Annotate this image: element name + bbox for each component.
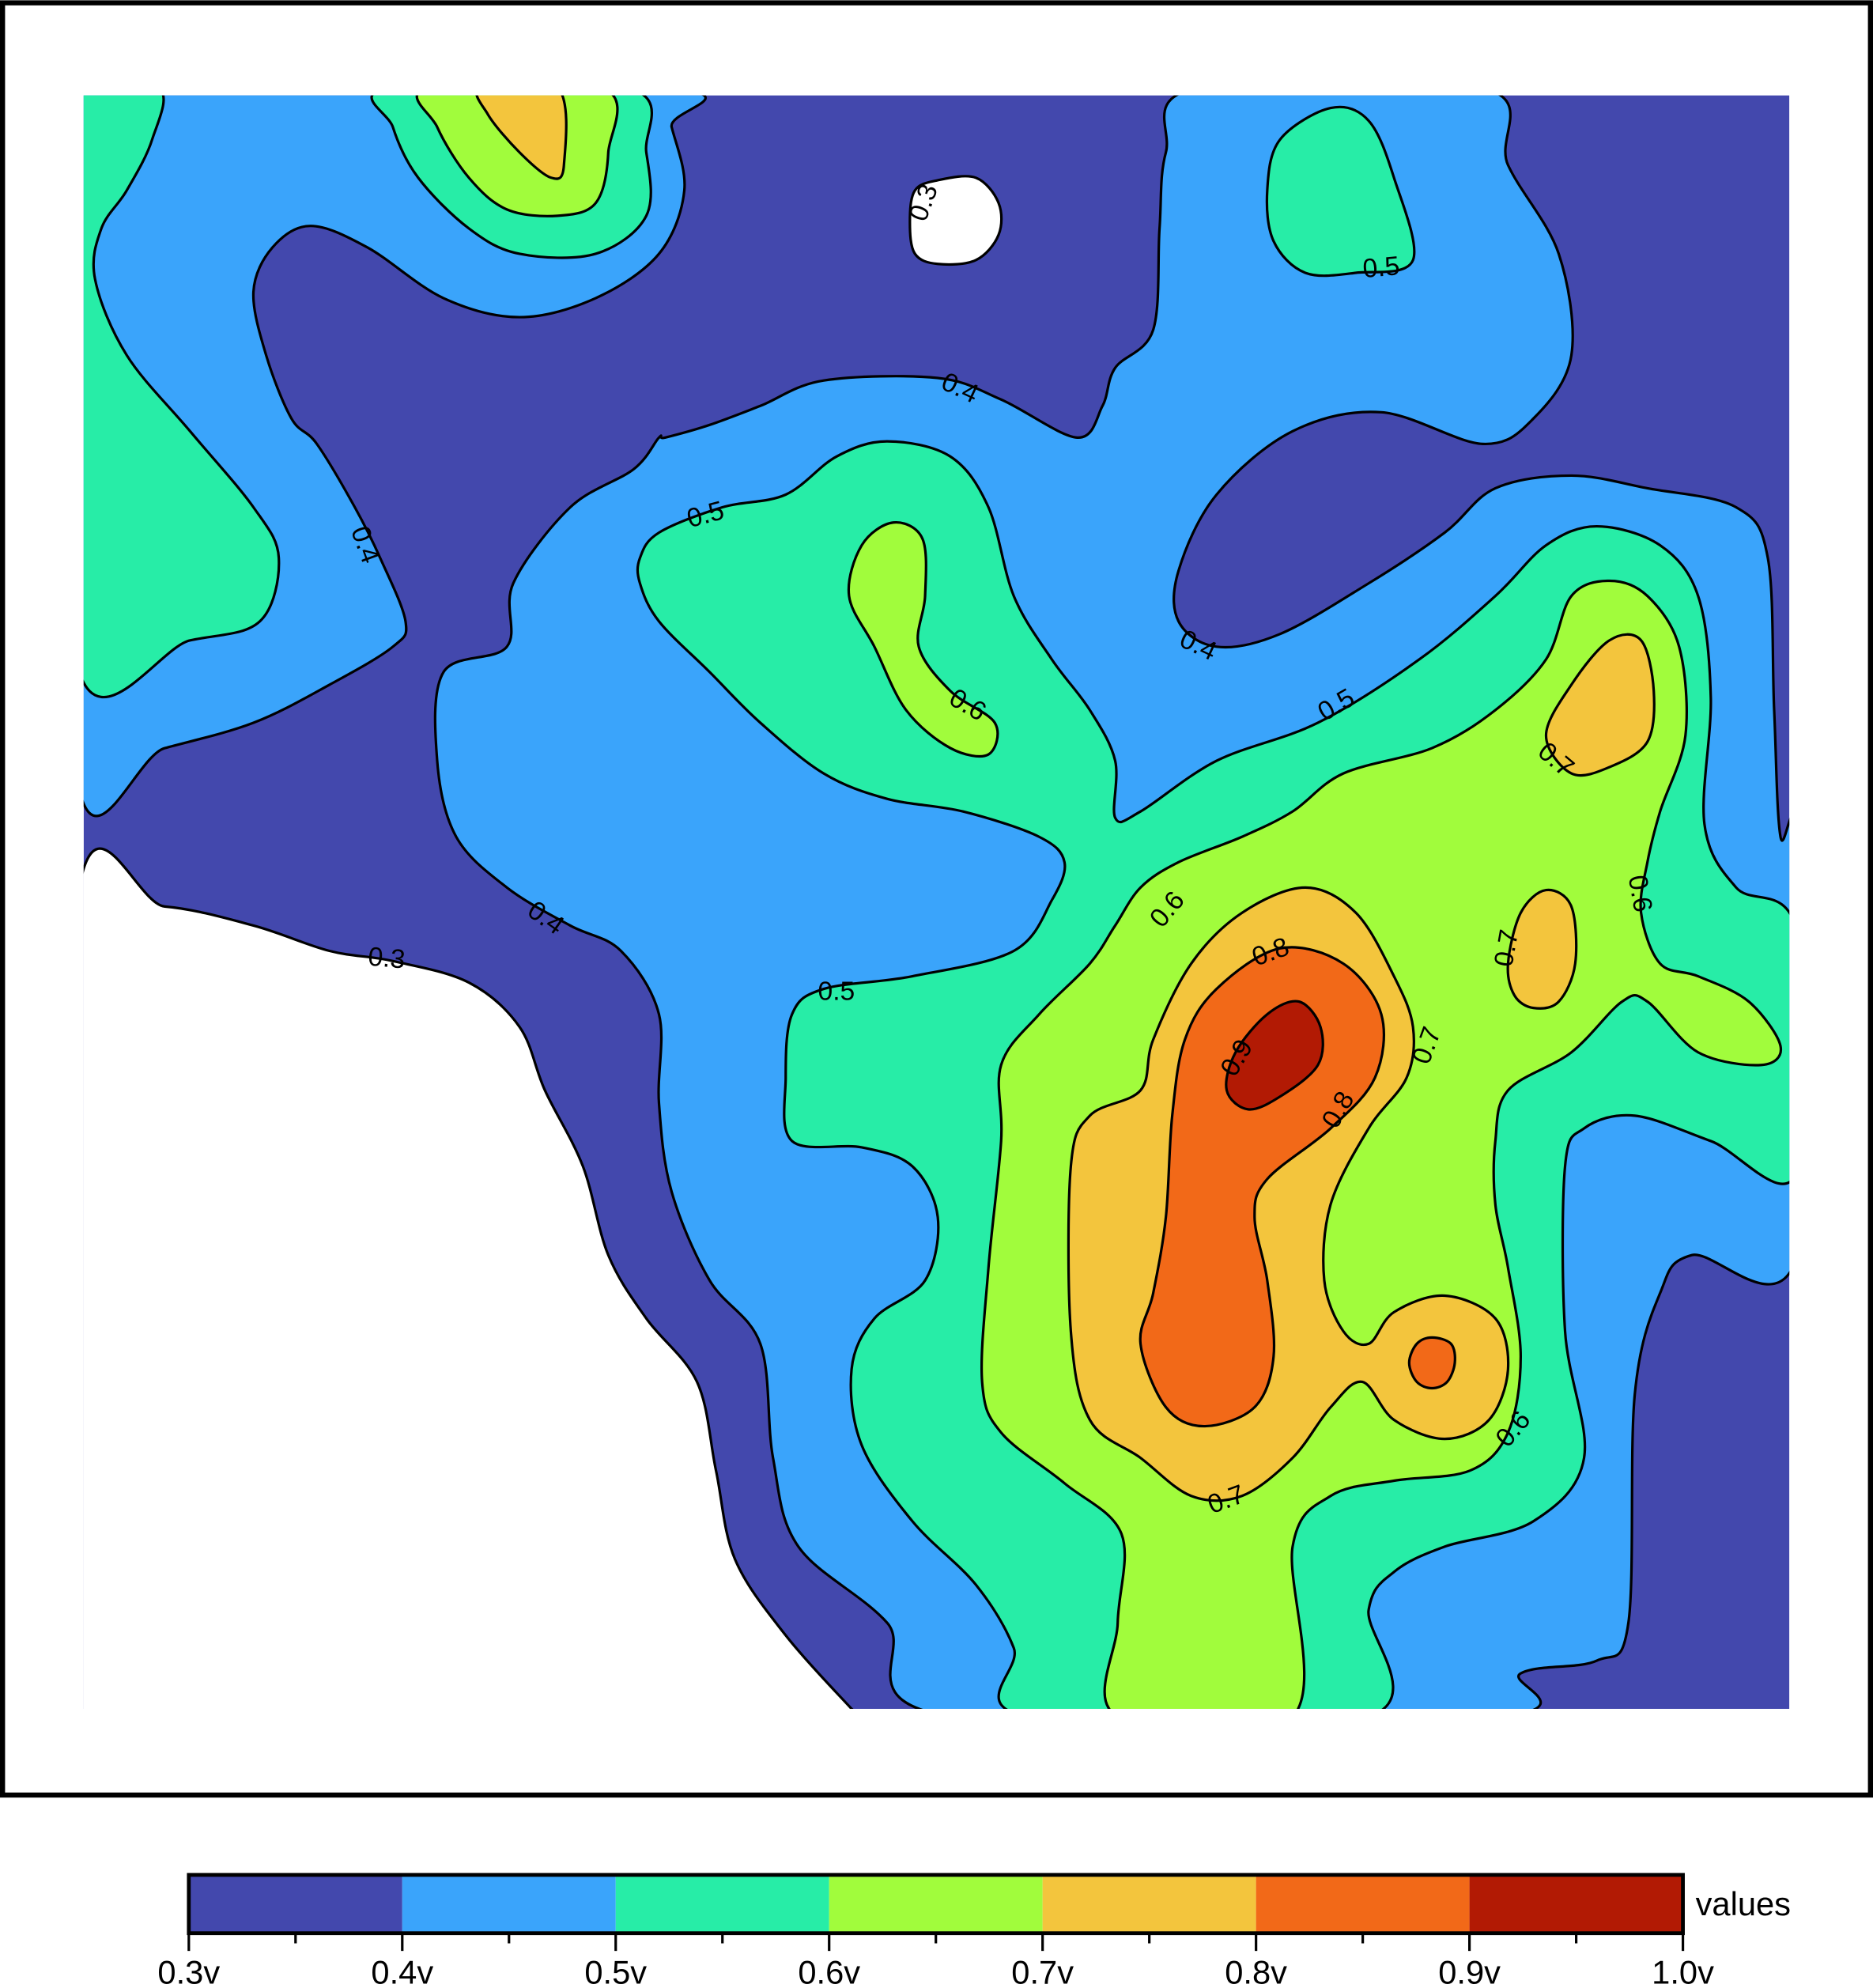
contour-label: 0.7 — [1490, 928, 1525, 969]
contour-band — [83, 95, 281, 698]
below-range-region — [908, 175, 1003, 266]
colorbar-band — [829, 1874, 1043, 1933]
contour-band — [1139, 946, 1385, 1428]
contour-band — [1544, 633, 1656, 777]
below-range-region — [83, 847, 854, 1710]
colorbar-tick-label: 1.0v — [1652, 1954, 1714, 1988]
colorbar-outline — [187, 1873, 1685, 1936]
contour-band — [847, 521, 999, 758]
contour-label: 0.3 — [367, 943, 406, 975]
contour-map — [83, 95, 1790, 1710]
contour-band — [475, 95, 568, 180]
contour-band — [1506, 888, 1578, 1010]
contour-label: 0.6 — [1622, 873, 1658, 914]
colorbar-tick-label: 0.5v — [584, 1954, 647, 1988]
colorbar-tick-label: 0.3v — [157, 1954, 220, 1988]
contour-band — [1265, 105, 1416, 278]
colorbar-tick-label: 0.4v — [371, 1954, 433, 1988]
colorbar-band — [402, 1874, 616, 1933]
colorbar-band — [1256, 1874, 1470, 1933]
colorbar: values 0.3v 0.4v 0.5v 0.6v 0.7v 0.8v 0.9v 1.0v — [157, 1873, 1791, 1988]
colorbar-band — [615, 1874, 829, 1933]
colorbar-tick-label: 0.9v — [1438, 1954, 1501, 1988]
contour-band — [1225, 1000, 1324, 1111]
contour-band — [83, 95, 708, 818]
colorbar-tick-label: 0.8v — [1225, 1954, 1287, 1988]
colorbar-band — [188, 1874, 402, 1933]
colorbar-tick-label: 0.7v — [1011, 1954, 1074, 1988]
contour-band — [1407, 1336, 1456, 1390]
contour-label: 0.5 — [818, 977, 855, 1006]
colorbar-label: values — [1696, 1885, 1791, 1922]
colorbar-tick-label: 0.6v — [798, 1954, 860, 1988]
colorbar-band — [1042, 1874, 1256, 1933]
colorbar-band — [1469, 1874, 1683, 1933]
contour-label: 0.5 — [1361, 251, 1401, 284]
